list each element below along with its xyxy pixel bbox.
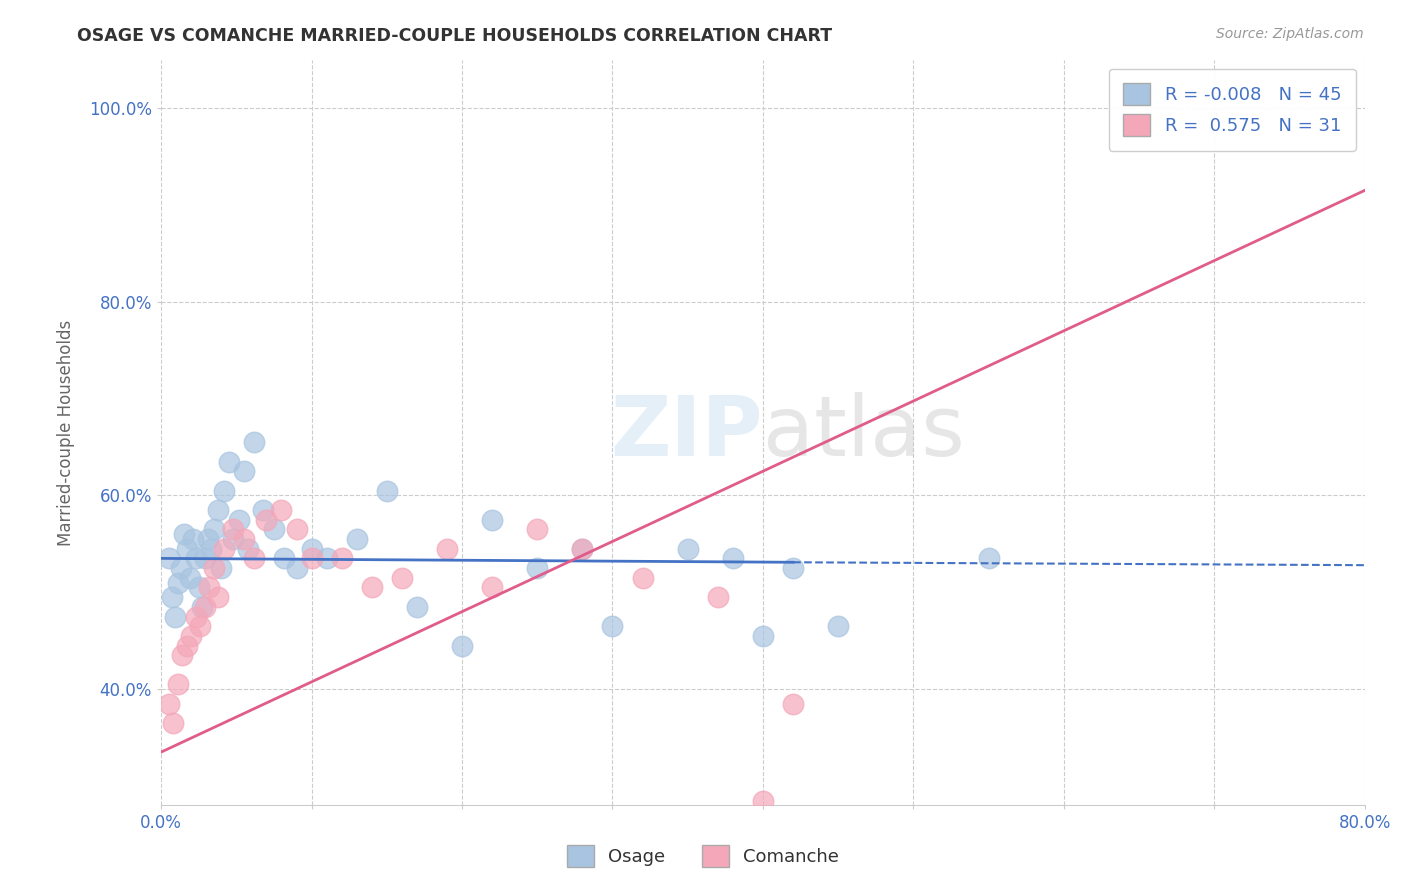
Point — [176, 541, 198, 556]
Point — [602, 619, 624, 633]
Point — [243, 551, 266, 566]
Point — [184, 609, 207, 624]
Point — [436, 541, 458, 556]
Point — [752, 793, 775, 807]
Point — [243, 435, 266, 450]
Point — [207, 590, 229, 604]
Point — [391, 571, 413, 585]
Point — [273, 551, 295, 566]
Point — [187, 581, 209, 595]
Text: OSAGE VS COMANCHE MARRIED-COUPLE HOUSEHOLDS CORRELATION CHART: OSAGE VS COMANCHE MARRIED-COUPLE HOUSEHO… — [77, 27, 832, 45]
Point — [827, 619, 849, 633]
Point — [232, 532, 254, 546]
Point — [330, 551, 353, 566]
Point — [180, 629, 202, 643]
Point — [166, 677, 188, 691]
Point — [202, 561, 225, 575]
Point — [169, 561, 191, 575]
Point — [181, 532, 204, 546]
Point — [721, 551, 744, 566]
Point — [285, 561, 308, 575]
Point — [360, 581, 382, 595]
Point — [190, 599, 212, 614]
Point — [270, 503, 292, 517]
Point — [222, 522, 245, 536]
Point — [263, 522, 285, 536]
Point — [188, 619, 211, 633]
Point — [526, 561, 548, 575]
Point — [194, 599, 217, 614]
Point — [160, 590, 183, 604]
Point — [238, 541, 260, 556]
Text: Source: ZipAtlas.com: Source: ZipAtlas.com — [1216, 27, 1364, 41]
Point — [375, 483, 398, 498]
Point — [301, 551, 323, 566]
Point — [315, 551, 337, 566]
Point — [184, 551, 207, 566]
Text: atlas: atlas — [763, 392, 965, 473]
Point — [451, 639, 474, 653]
Point — [197, 532, 219, 546]
Point — [526, 522, 548, 536]
Point — [782, 697, 804, 711]
Point — [301, 541, 323, 556]
Point — [214, 541, 236, 556]
Text: ZIP: ZIP — [610, 392, 763, 473]
Point — [707, 590, 730, 604]
Legend: R = -0.008   N = 45, R =  0.575   N = 31: R = -0.008 N = 45, R = 0.575 N = 31 — [1109, 69, 1355, 151]
Point — [346, 532, 368, 546]
Point — [157, 551, 180, 566]
Point — [676, 541, 699, 556]
Point — [179, 571, 201, 585]
Point — [200, 541, 222, 556]
Point — [173, 527, 195, 541]
Point — [406, 599, 429, 614]
Point — [214, 483, 236, 498]
Point — [207, 503, 229, 517]
Point — [172, 648, 194, 663]
Point — [232, 464, 254, 478]
Point — [481, 581, 503, 595]
Point — [162, 716, 184, 731]
Point — [252, 503, 274, 517]
Point — [481, 513, 503, 527]
Point — [163, 609, 186, 624]
Point — [166, 575, 188, 590]
Point — [285, 522, 308, 536]
Point — [571, 541, 593, 556]
Point — [228, 513, 250, 527]
Point — [571, 541, 593, 556]
Point — [176, 639, 198, 653]
Point — [782, 561, 804, 575]
Point — [222, 532, 245, 546]
Y-axis label: Married-couple Households: Married-couple Households — [58, 319, 75, 546]
Point — [198, 581, 221, 595]
Point — [157, 697, 180, 711]
Point — [194, 551, 217, 566]
Point — [752, 629, 775, 643]
Point — [254, 513, 277, 527]
Point — [202, 522, 225, 536]
Point — [977, 551, 1000, 566]
Legend: Osage, Comanche: Osage, Comanche — [560, 838, 846, 874]
Point — [631, 571, 654, 585]
Point — [218, 454, 240, 468]
Point — [209, 561, 232, 575]
